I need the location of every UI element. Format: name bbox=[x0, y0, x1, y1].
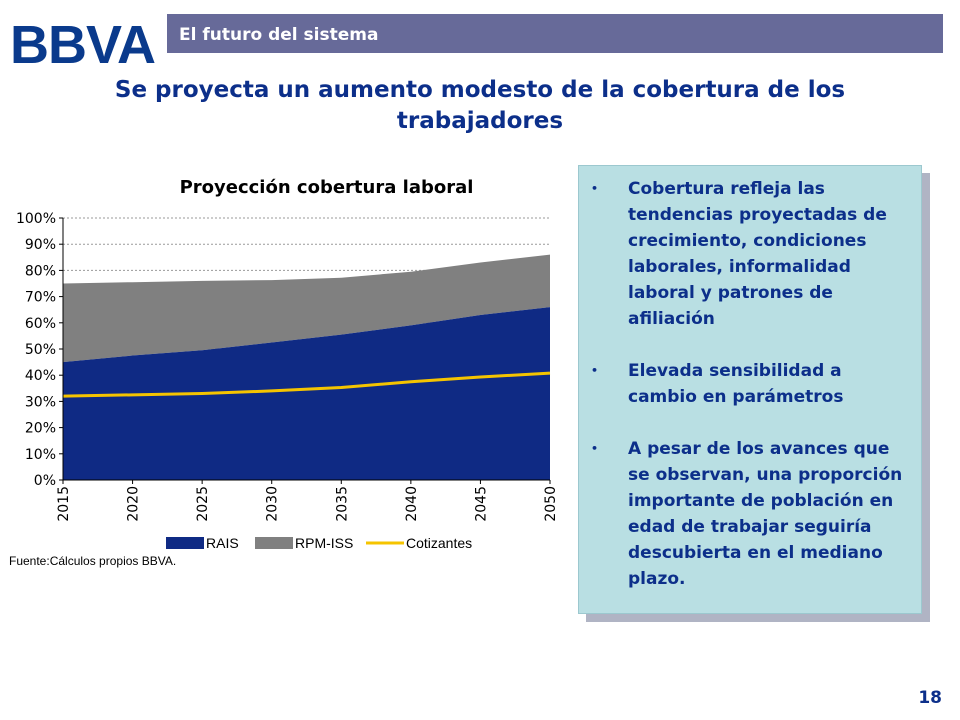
bullet-item: • Cobertura refleja las tendencias proyec… bbox=[591, 176, 909, 332]
bullet-text: A pesar de los avances que se observan, … bbox=[628, 439, 903, 589]
y-tick-label: 30% bbox=[25, 394, 56, 410]
page-number: 18 bbox=[918, 688, 942, 708]
bullet-list: • Cobertura refleja las tendencias proyec… bbox=[591, 176, 909, 592]
x-tick-label: 2050 bbox=[543, 486, 559, 522]
legend-swatch bbox=[255, 537, 293, 549]
series-area-rpm-iss bbox=[63, 254, 550, 363]
note-box: • Cobertura refleja las tendencias proyec… bbox=[578, 165, 922, 614]
y-tick-label: 10% bbox=[25, 447, 56, 463]
section-title: El futuro del sistema bbox=[179, 25, 379, 45]
source-note: Fuente:Cálculos propios BBVA. bbox=[9, 554, 177, 568]
y-tick-label: 90% bbox=[25, 237, 56, 253]
y-tick-label: 40% bbox=[25, 368, 56, 384]
y-tick-label: 70% bbox=[25, 290, 56, 306]
y-tick-label: 0% bbox=[34, 473, 56, 489]
slide-title: Se proyecta un aumento modesto de la cob… bbox=[114, 77, 846, 134]
series-area-rais bbox=[63, 307, 550, 480]
bullet-text: Cobertura refleja las tendencias proyect… bbox=[628, 179, 887, 329]
chart-title: Proyección cobertura laboral bbox=[180, 177, 474, 198]
bullet-dot-icon: • bbox=[591, 182, 599, 195]
x-tick-label: 2040 bbox=[404, 486, 420, 522]
section-header: El futuro del sistema bbox=[167, 14, 943, 53]
x-tick-label: 2030 bbox=[265, 486, 281, 522]
bullet-dot-icon: • bbox=[591, 442, 599, 455]
y-tick-label: 50% bbox=[25, 342, 56, 358]
legend-swatch bbox=[166, 537, 204, 549]
x-tick-label: 2025 bbox=[195, 486, 211, 522]
bullet-item: • A pesar de los avances que se observan,… bbox=[591, 436, 909, 592]
x-tick-label: 2045 bbox=[473, 486, 489, 522]
bullet-item: • Elevada sensibilidad a cambio en paráme… bbox=[591, 358, 909, 410]
coverage-chart: Proyección cobertura laboral 0% 10% 20% 30% 4… bbox=[16, 177, 559, 551]
legend-label: Cotizantes bbox=[406, 535, 472, 551]
series-line-cotizantes bbox=[62, 371, 551, 398]
x-tick-label: 2015 bbox=[56, 486, 72, 522]
bbva-logo: BBVA bbox=[10, 15, 156, 75]
x-tick-label: 2035 bbox=[334, 486, 350, 522]
y-tick-label: 60% bbox=[25, 316, 56, 332]
x-tick-label: 2020 bbox=[126, 486, 142, 522]
legend-label: RAIS bbox=[206, 535, 239, 551]
legend-label: RPM-ISS bbox=[295, 535, 353, 551]
y-tick-label: 80% bbox=[25, 263, 56, 279]
bullet-text: Elevada sensibilidad a cambio en parámet… bbox=[628, 361, 844, 407]
chart-legend: RAIS RPM-ISS Cotizantes bbox=[166, 535, 472, 551]
y-tick-label: 100% bbox=[16, 211, 56, 227]
bullet-dot-icon: • bbox=[591, 364, 599, 377]
y-tick-label: 20% bbox=[25, 421, 56, 437]
